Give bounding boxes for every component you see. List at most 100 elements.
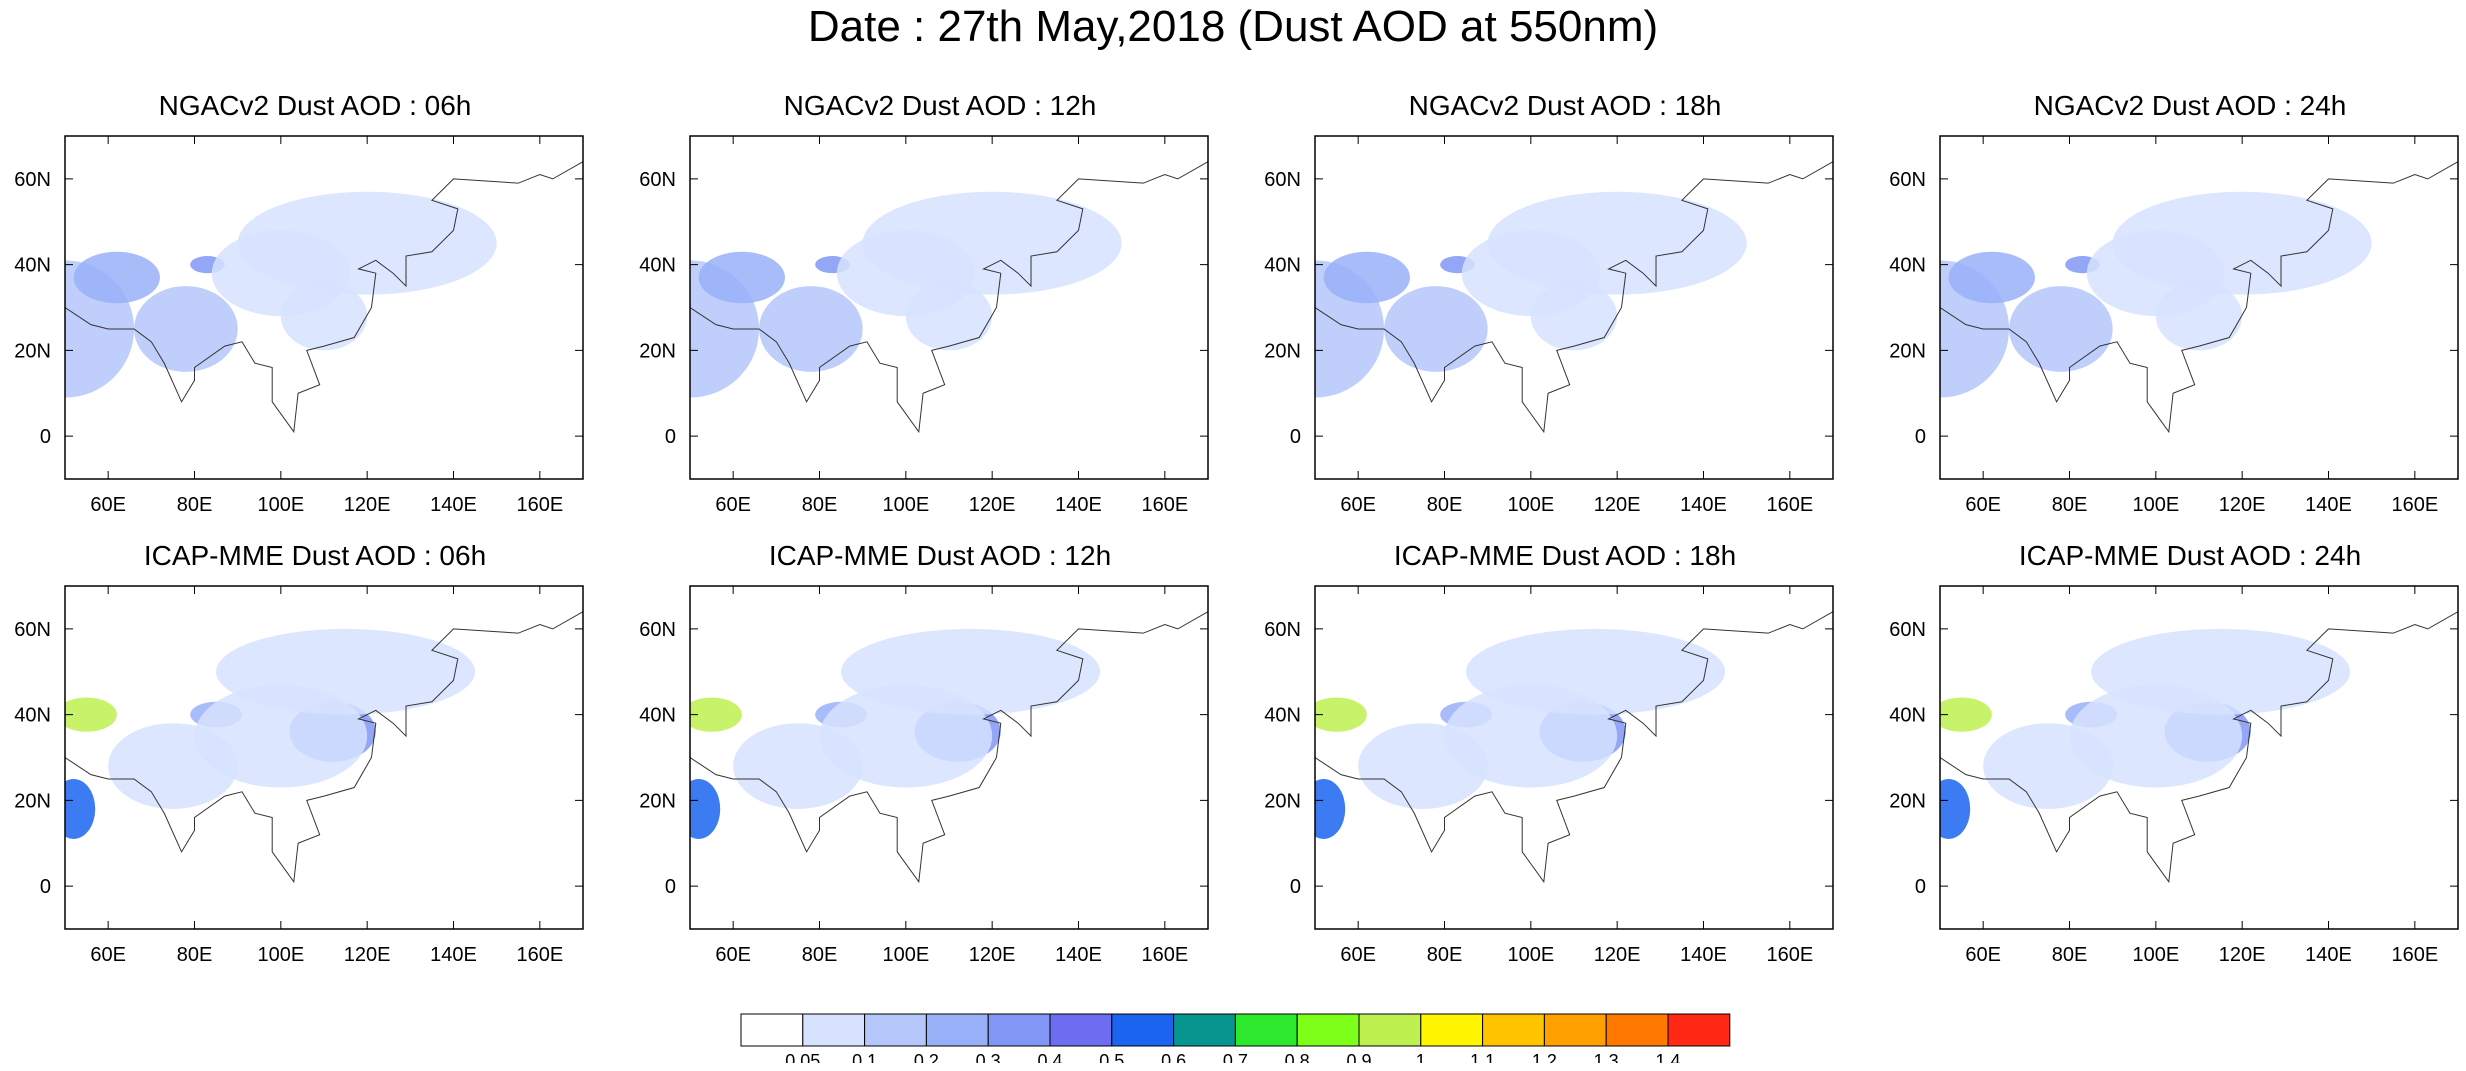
x-tick-label: 120E [1594,944,1641,966]
x-tick-label: 60E [1965,494,2001,516]
x-tick-label: 120E [969,944,1016,966]
dust-region [216,628,476,715]
colorbar-label: 0.7 [1223,1051,1248,1063]
x-tick-label: 60E [715,944,751,966]
x-tick-label: 80E [802,944,838,966]
coastline [690,611,1208,884]
x-tick-label: 100E [2132,944,2179,966]
x-tick-label: 160E [1141,944,1188,966]
dust-region [690,778,721,839]
dust-region [759,286,863,372]
dust-region [1940,778,1971,839]
map-panel: ICAP-MME Dust AOD : 18h 60E 80E 100E 120E 140… [1255,536,1855,976]
y-tick-label: 40N [1264,705,1301,727]
dust-region [841,628,1101,715]
panel-title: ICAP-MME Dust AOD : 12h [768,540,1112,571]
dust-region [698,251,785,304]
x-tick-label: 80E [2052,494,2088,516]
colorbar-swatch [1234,1013,1298,1047]
y-tick-label: 0 [40,426,51,448]
x-tick-label: 60E [90,494,126,516]
colorbar-swatch [1482,1013,1545,1047]
x-tick-label: 140E [2305,944,2352,966]
panel-title: ICAP-MME Dust AOD : 06h [143,540,487,571]
x-tick-label: 60E [90,944,126,966]
y-tick-label: 60N [1264,619,1301,641]
dust-region [1948,251,2035,304]
x-tick-label: 60E [1965,944,2001,966]
colorbar-swatch [1543,1013,1607,1047]
colorbar-swatch [1667,1013,1731,1047]
dust-region [1530,281,1618,351]
dust-region [134,286,238,372]
y-tick-label: 20N [1889,790,1926,812]
panel-title: NGACv2 Dust AOD : 06h [158,90,472,121]
dust-region [1315,697,1367,732]
dust-region [2155,281,2243,351]
panel-title: NGACv2 Dust AOD : 12h [783,90,1097,121]
dust-aod-map: 60E 80E 100E 120E 140E 160E 0 20N 40N 60N [1264,585,1834,966]
x-tick-label: 160E [516,944,563,966]
y-tick-label: 40N [639,255,676,277]
dust-region [1358,723,1488,809]
x-tick-label: 100E [2132,494,2179,516]
dust-aod-map: 60E 80E 100E 120E 140E 160E 0 20N 40N 60N [639,585,1209,966]
x-tick-label: 60E [1340,944,1376,966]
colorbar-swatch [1111,1013,1175,1047]
colorbar-label: 1.4 [1655,1051,1680,1063]
dust-region [2091,628,2351,715]
coastline [65,611,583,884]
colorbar-label: 1 [1416,1051,1426,1063]
dust-region [1487,191,1747,295]
colorbar-swatch [1605,1013,1669,1047]
dust-region [65,697,117,732]
x-tick-label: 140E [1055,494,1102,516]
dust-aod-map: 60E 80E 100E 120E 140E 160E 0 20N 40N 60N [1889,585,2459,966]
x-tick-label: 120E [344,494,391,516]
x-tick-label: 100E [882,494,929,516]
map-frame [64,135,584,480]
x-tick-label: 140E [1680,494,1727,516]
x-tick-label: 160E [2391,494,2438,516]
colorbar-label: 0.6 [1161,1051,1186,1063]
dust-region [108,723,238,809]
dust-region [2112,191,2372,295]
map-frame [64,585,584,930]
y-tick-label: 40N [14,705,51,727]
dust-region [1940,697,1992,732]
colorbar-label: 0.5 [1099,1051,1124,1063]
coastline [1315,161,1833,434]
x-tick-label: 120E [969,494,1016,516]
coastline [690,161,1208,434]
x-tick-label: 120E [2219,494,2266,516]
y-tick-label: 40N [1889,255,1926,277]
colorbar-label: 1.3 [1594,1051,1619,1063]
map-frame [1314,585,1834,930]
dust-region [862,191,1122,295]
x-tick-label: 60E [715,494,751,516]
y-tick-label: 60N [1264,169,1301,191]
dust-region [2009,286,2113,372]
y-tick-label: 0 [1290,876,1301,898]
y-tick-label: 60N [639,619,676,641]
map-panel: NGACv2 Dust AOD : 06h 60E 80E 100E 120E 140E 1… [5,86,605,526]
map-panel: ICAP-MME Dust AOD : 12h 60E 80E 100E 120E 140… [630,536,1230,976]
dust-aod-map: 60E 80E 100E 120E 140E 160E 0 20N 40N 60N [1264,135,1834,516]
colorbar-label: 0.2 [914,1051,939,1063]
dust-region [690,697,742,732]
panel-title: ICAP-MME Dust AOD : 18h [1393,540,1737,571]
x-tick-label: 100E [882,944,929,966]
colorbar-label: 0.9 [1346,1051,1371,1063]
y-tick-label: 40N [14,255,51,277]
x-tick-label: 140E [1680,944,1727,966]
colorbar-swatch [864,1013,927,1047]
dust-region [237,191,497,295]
colorbar-swatch [802,1013,866,1047]
map-frame [689,135,1209,480]
y-tick-label: 0 [1290,426,1301,448]
x-tick-label: 80E [177,494,213,516]
map-frame [1939,585,2459,930]
colorbar-label: 0.05 [785,1051,820,1063]
y-tick-label: 20N [1264,790,1301,812]
map-panel: ICAP-MME Dust AOD : 06h 60E 80E 100E 120E 140… [5,536,605,976]
